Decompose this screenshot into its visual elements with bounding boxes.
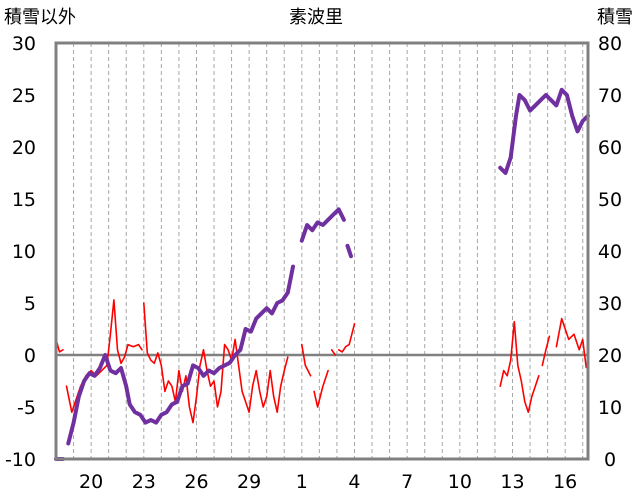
left-tick-label: 25	[12, 85, 36, 107]
x-tick-label: 4	[348, 471, 360, 493]
right-tick-label: 40	[598, 241, 622, 263]
snow-depth-line-segment	[299, 207, 346, 243]
temperature-line-segment	[330, 348, 337, 356]
left-tick-label: 15	[12, 189, 36, 211]
temperature-line-segment	[541, 335, 551, 367]
left-tick-label: -5	[17, 397, 36, 419]
right-tick-label: 30	[598, 293, 622, 315]
gridlines	[55, 43, 584, 459]
x-tick-label: 10	[448, 471, 472, 493]
left-tick-label: 5	[24, 293, 36, 315]
temperature-line-segment	[313, 369, 329, 408]
snow-depth-line-segment	[498, 87, 590, 175]
right-tick-label: 70	[598, 85, 622, 107]
temperature-line-segment	[337, 322, 356, 353]
x-tick-label: 20	[79, 471, 103, 493]
right-tick-label: 50	[598, 189, 622, 211]
left-tick-label: -10	[5, 449, 36, 471]
x-axis-ticks: 20 23 26 29 1 4 7 10 13 16	[79, 471, 577, 493]
x-tick-label: 7	[401, 471, 413, 493]
x-tick-label: 26	[184, 471, 208, 493]
temperature-line-segment	[499, 320, 540, 414]
snow-depth-line-segment	[66, 264, 295, 446]
left-tick-label: 30	[12, 33, 36, 55]
chart-title: 素波里	[289, 7, 343, 28]
x-tick-label: 16	[553, 471, 577, 493]
right-tick-label: 80	[598, 33, 622, 55]
x-tick-label: 1	[296, 471, 308, 493]
left-tick-label: 20	[12, 137, 36, 159]
left-tick-label: 0	[24, 345, 36, 367]
series-layer	[54, 87, 590, 461]
plot-frame	[54, 41, 590, 461]
right-tick-label: 60	[598, 137, 622, 159]
x-tick-label: 29	[237, 471, 261, 493]
right-tick-label: 10	[598, 397, 622, 419]
right-tick-label: 0	[604, 449, 616, 471]
temperature-line-segment	[555, 317, 588, 369]
left-axis-ticks: 30 25 20 15 10 5 0 -5 -10	[5, 33, 36, 471]
temperature-line-segment	[143, 302, 289, 424]
right-axis-ticks: 80 70 60 50 40 30 20 10 0	[598, 33, 622, 471]
x-tick-label: 13	[500, 471, 524, 493]
right-tick-label: 20	[598, 345, 622, 367]
right-axis-header: 積雪	[597, 7, 633, 28]
x-tick-label: 23	[132, 471, 156, 493]
left-axis-header: 積雪以外	[4, 7, 76, 28]
temperature-line-segment	[300, 343, 312, 377]
snow-depth-line-segment	[345, 243, 353, 259]
left-tick-label: 10	[12, 241, 36, 263]
